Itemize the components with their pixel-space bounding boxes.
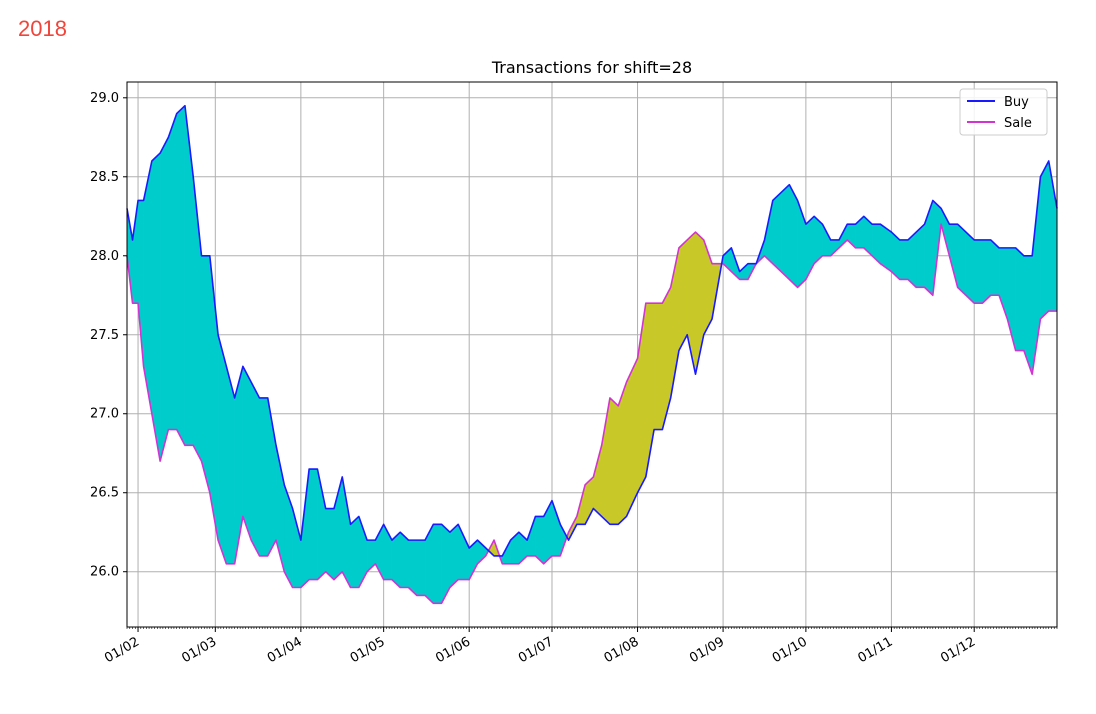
fill-segment: [916, 223, 925, 288]
fill-segment: [662, 287, 671, 430]
x-tick-label: 01/02: [102, 634, 142, 666]
fill-segment: [433, 524, 442, 604]
fill-segment: [242, 366, 252, 541]
fill-segment: [1015, 247, 1025, 351]
y-tick-label: 27.5: [90, 328, 119, 343]
fill-segment: [739, 263, 749, 280]
fill-segment: [830, 239, 840, 257]
fill-segment: [789, 184, 798, 288]
y-tick-label: 26.5: [90, 486, 119, 501]
fill-segment: [982, 239, 992, 304]
y-tick-label: 26.0: [90, 565, 119, 580]
fill-segment: [551, 500, 561, 557]
fill-segment: [822, 224, 831, 257]
fill-segment: [957, 223, 967, 296]
fill-segment: [678, 239, 688, 351]
fill-segment: [601, 397, 611, 525]
fill-segment: [907, 231, 917, 288]
fill-segment: [168, 113, 177, 430]
fill-segment: [250, 382, 260, 557]
series-line-sale: [126, 223, 1057, 605]
fill-segment: [408, 539, 418, 596]
fill-segment: [176, 105, 186, 446]
fill-segment: [973, 239, 983, 304]
fill-segment: [416, 539, 426, 596]
legend: Buy Sale: [959, 88, 1048, 136]
x-tick-label: 01/10: [770, 634, 810, 666]
chart-title: Transactions for shift=28: [491, 58, 692, 77]
year-label: 2018: [18, 16, 67, 41]
fill-segment: [159, 137, 169, 462]
x-tick-label: 01/04: [265, 634, 305, 666]
fill-segment: [949, 223, 958, 288]
fill-segment: [284, 484, 293, 588]
fill-between-area: [126, 105, 1058, 604]
fill-segment: [457, 524, 470, 580]
fill-segment: [201, 255, 211, 493]
fill-segment: [217, 334, 227, 564]
fill-segment: [342, 476, 351, 588]
fill-segment: [391, 531, 401, 589]
legend-label: Sale: [1004, 116, 1032, 131]
x-tick-label: 01/11: [855, 634, 895, 666]
fill-segment: [626, 358, 638, 517]
fill-segment: [653, 302, 663, 430]
x-tick-label: 01/06: [433, 634, 473, 666]
x-tick-label: 01/05: [348, 634, 388, 666]
fill-segment: [325, 508, 335, 581]
y-tick-label: 28.0: [90, 249, 119, 264]
fill-segment: [399, 531, 409, 588]
legend-label: Buy: [1004, 95, 1029, 110]
plot-frame: [126, 81, 1058, 628]
fill-segment: [899, 239, 909, 280]
series-line-buy: [126, 104, 1058, 557]
fill-segment: [449, 523, 459, 589]
fill-segment: [609, 397, 619, 525]
fill-segment: [151, 152, 161, 462]
fill-segment: [308, 468, 318, 580]
series-lines: [126, 104, 1058, 605]
x-tick-label: 01/03: [179, 634, 219, 666]
y-tick-label: 29.0: [90, 91, 119, 106]
fill-segment: [1040, 160, 1049, 320]
fill-segment: [184, 105, 194, 446]
fill-segment: [292, 508, 302, 588]
y-tick-label: 28.5: [90, 170, 119, 185]
x-tick-label: 01/12: [938, 634, 978, 666]
fill-segment: [593, 445, 602, 518]
fill-segment: [259, 397, 268, 557]
fill-segment: [772, 191, 782, 273]
x-tick-label: 01/08: [602, 634, 642, 666]
x-tick-label: 01/07: [516, 634, 556, 666]
x-tick-label: 01/09: [687, 634, 727, 666]
y-tick-label: 27.0: [90, 407, 119, 422]
fill-segment: [965, 231, 975, 304]
fill-segment: [780, 184, 790, 281]
fill-segment: [990, 239, 1000, 296]
fill-segment: [350, 515, 360, 588]
